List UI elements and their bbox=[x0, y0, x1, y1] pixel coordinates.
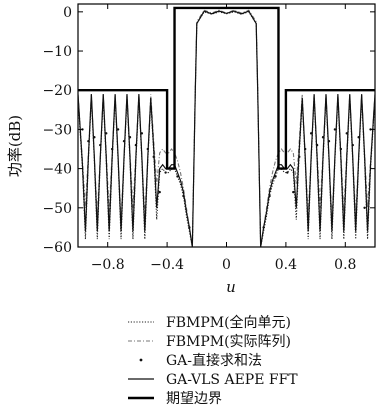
x-tick-label: −0.4 bbox=[150, 257, 184, 273]
y-tick-label: −10 bbox=[42, 44, 72, 60]
x-tick-label: −0.8 bbox=[91, 257, 125, 273]
series-1-line bbox=[78, 11, 375, 247]
series-3-point bbox=[116, 128, 120, 131]
series-3-point bbox=[363, 206, 366, 210]
legend-item: GA-直接求和法 bbox=[139, 352, 262, 369]
y-axis-title: 功率(dB) bbox=[6, 115, 24, 177]
y-tick-label: −60 bbox=[42, 240, 72, 256]
legend-label: FBMPM(实际阵列) bbox=[166, 334, 291, 350]
series-5-line bbox=[78, 6, 375, 170]
x-axis-title: u bbox=[226, 278, 236, 296]
series-4-line bbox=[78, 10, 375, 247]
legend-label: GA-VLS AEPE FFT bbox=[166, 372, 298, 388]
series-layer bbox=[78, 6, 375, 247]
legend-item: 期望边界 bbox=[128, 391, 222, 407]
legend-swatch bbox=[139, 358, 143, 362]
series-3-point bbox=[274, 175, 277, 178]
legend: FBMPM(全向单元) FBMPM(实际阵列) GA-直接求和法 GA-VLS AEP… bbox=[128, 314, 298, 407]
series-3-point bbox=[158, 190, 161, 194]
legend-item: FBMPM(实际阵列) bbox=[128, 334, 291, 350]
x-tick-label: 0.4 bbox=[275, 257, 297, 273]
legend-item: GA-VLS AEPE FFT bbox=[128, 372, 298, 388]
ticks-layer: −0.8 −0.4 0 0.4 0.8 0 −10 −20 −30 −40 −50 −60 bbox=[42, 4, 375, 273]
y-tick-label: −40 bbox=[42, 162, 72, 178]
x-tick-label: 0.8 bbox=[334, 257, 356, 273]
series-3-point bbox=[286, 171, 289, 174]
y-tick-label: −30 bbox=[42, 122, 72, 138]
series-3-point bbox=[292, 190, 295, 194]
series-3-point bbox=[164, 171, 167, 174]
legend-label: GA-直接求和法 bbox=[166, 352, 262, 369]
y-tick-label: 0 bbox=[63, 5, 72, 21]
legend-item: FBMPM(全向单元) bbox=[128, 314, 291, 331]
y-tick-label: −20 bbox=[42, 83, 72, 99]
y-tick-label: −50 bbox=[42, 201, 72, 217]
x-tick-label: 0 bbox=[222, 257, 231, 273]
legend-label: FBMPM(全向单元) bbox=[166, 314, 291, 331]
series-3-point bbox=[333, 128, 337, 131]
legend-label: 期望边界 bbox=[166, 391, 222, 407]
series-3-point bbox=[176, 175, 179, 178]
